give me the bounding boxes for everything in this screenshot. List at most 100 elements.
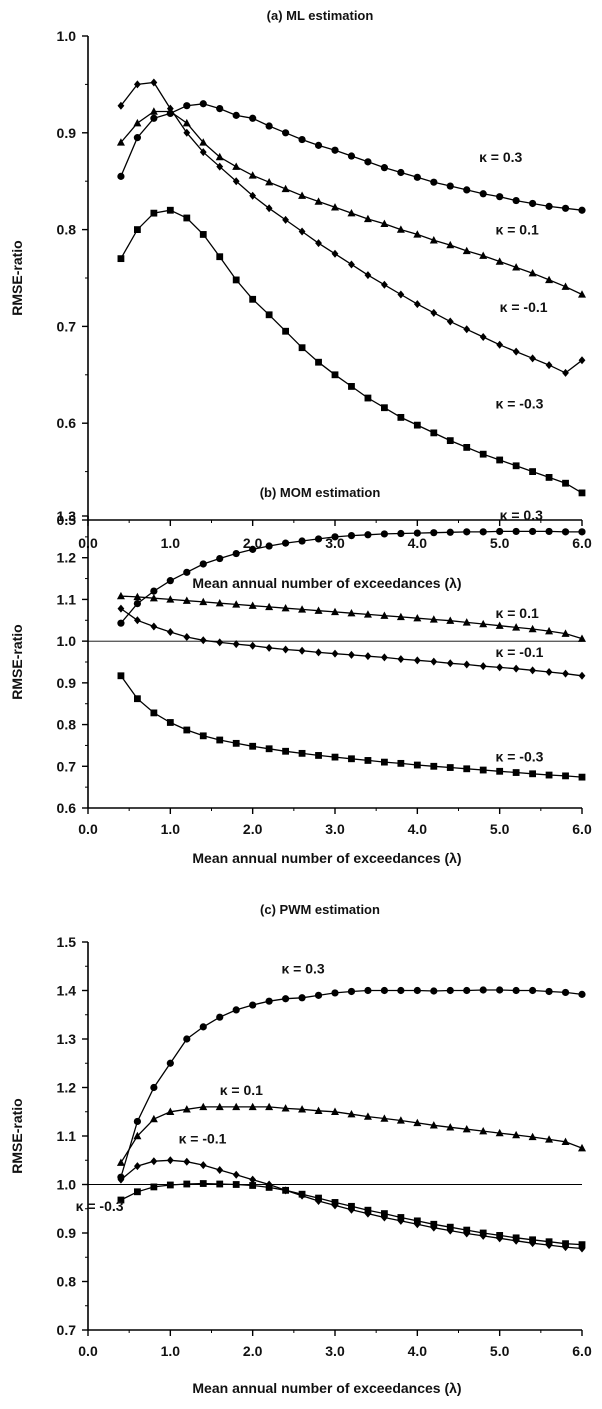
x-tick-label: 2.0 (243, 535, 263, 551)
data-point-triangle (265, 602, 274, 611)
data-point-diamond (166, 104, 174, 113)
data-point-square (545, 474, 553, 481)
series-diamond (117, 78, 586, 377)
data-point-square (562, 1240, 569, 1248)
series-diamond (117, 604, 586, 680)
data-point-square (249, 1182, 257, 1189)
data-point-square (479, 766, 487, 774)
data-point-diamond (282, 645, 289, 654)
y-tick-label: 1.4 (57, 983, 77, 999)
data-point-circle (331, 146, 339, 154)
data-point-triangle (215, 1102, 224, 1111)
series-label: κ = -0.3 (496, 396, 544, 412)
data-point-triangle (232, 600, 241, 608)
data-point-triangle (314, 1106, 323, 1114)
data-point-circle (430, 178, 438, 186)
data-point-circle (413, 529, 421, 537)
data-point-circle (364, 158, 372, 166)
series-label: κ = 0.1 (220, 1082, 263, 1098)
y-axis-title: RMSE-ratio (9, 1098, 25, 1173)
data-point-circle (463, 528, 471, 536)
series-triangle (116, 591, 586, 642)
data-point-triangle (512, 263, 521, 271)
data-point-triangle (149, 593, 158, 602)
data-point-circle (364, 531, 372, 539)
data-point-square (397, 413, 405, 421)
data-point-square (331, 753, 339, 761)
y-tick-label: 1.0 (57, 633, 77, 649)
series-label: κ = 0.3 (500, 507, 543, 523)
data-point-triangle (545, 1135, 554, 1143)
data-point-diamond (397, 290, 405, 299)
data-point-square (562, 479, 569, 487)
data-point-diamond (496, 663, 504, 672)
data-point-triangle (578, 634, 586, 642)
data-point-circle (117, 619, 125, 627)
data-point-triangle (413, 230, 422, 238)
data-point-triangle (479, 1126, 488, 1135)
data-point-square (166, 719, 174, 726)
data-point-square (578, 1241, 586, 1249)
data-point-diamond (331, 649, 339, 658)
data-point-circle (133, 600, 141, 608)
data-point-triangle (248, 601, 257, 609)
data-point-circle (183, 568, 191, 576)
data-point-diamond (578, 671, 586, 680)
data-point-circle (117, 172, 125, 180)
data-point-circle (199, 1023, 207, 1031)
data-point-circle (446, 528, 454, 536)
data-point-square (216, 736, 224, 744)
data-point-triangle (149, 107, 158, 115)
data-point-circle (397, 986, 405, 995)
data-point-square (348, 383, 355, 390)
data-point-triangle (199, 1102, 208, 1111)
chart-title: (b) MOM estimation (260, 485, 381, 500)
data-point-circle (298, 994, 306, 1002)
data-point-circle (314, 535, 323, 543)
chart-title: (c) PWM estimation (260, 902, 380, 917)
data-point-triangle (446, 1123, 455, 1131)
data-point-square (430, 1220, 438, 1228)
data-point-square (249, 742, 257, 750)
data-point-triangle (429, 615, 438, 623)
data-point-square (446, 437, 454, 445)
data-point-square (331, 371, 339, 379)
data-point-diamond (150, 1157, 158, 1166)
x-tick-label: 3.0 (325, 821, 345, 837)
data-point-triangle (429, 236, 438, 244)
data-point-triangle (495, 621, 504, 629)
data-point-square (446, 764, 454, 771)
data-point-diamond (562, 669, 569, 678)
data-point-diamond (463, 660, 471, 669)
data-point-triangle (182, 118, 191, 127)
data-point-triangle (363, 610, 372, 618)
x-tick-label: 6.0 (572, 535, 592, 551)
x-tick-label: 1.0 (161, 535, 181, 551)
data-point-square (150, 709, 158, 717)
data-point-triangle (528, 624, 537, 633)
y-tick-label: 0.9 (57, 675, 77, 691)
data-point-square (232, 739, 240, 747)
data-point-triangle (495, 257, 504, 265)
data-point-diamond (298, 227, 306, 236)
data-point-square (117, 1196, 125, 1204)
series-label: κ = -0.3 (496, 748, 544, 764)
series-label: κ = 0.3 (479, 149, 522, 165)
data-point-diamond (183, 128, 191, 137)
x-axis-title: Mean annual number of exceedances (λ) (192, 850, 461, 866)
data-point-triangle (479, 619, 488, 628)
data-point-diamond (216, 162, 224, 171)
data-point-circle (430, 529, 438, 537)
data-point-circle (331, 533, 339, 541)
data-point-circle (150, 1083, 158, 1092)
data-point-diamond (529, 666, 536, 675)
y-tick-label: 1.0 (57, 1177, 77, 1193)
data-point-square (463, 1226, 471, 1234)
series-square (117, 672, 586, 781)
data-point-square (512, 462, 520, 470)
data-point-diamond (134, 616, 141, 625)
data-point-square (413, 1217, 421, 1225)
data-point-triangle (116, 591, 125, 600)
x-tick-label: 2.0 (243, 1343, 263, 1359)
